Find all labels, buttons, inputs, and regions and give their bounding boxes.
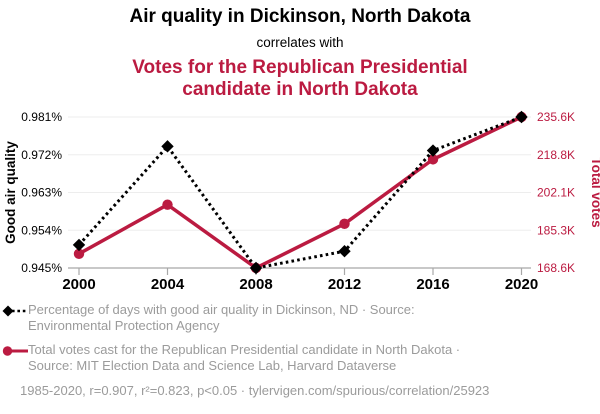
right-axis-tick-label: 185.3K (537, 223, 575, 237)
data-point-circle (427, 154, 439, 165)
right-axis-tick-label: 202.1K (537, 186, 575, 200)
x-axis-tick-label: 2000 (62, 276, 95, 293)
left-axis-tick-label: 0.963% (21, 186, 62, 200)
dual-axis-line-chart: 0.945% 168.6K 0.954% 185.3K 0.963% 202.1K 0.97… (3, 110, 600, 293)
right-axis-tick-label: 168.6K (537, 261, 575, 275)
x-axis-tick-label: 2004 (151, 276, 185, 293)
data-point-diamond (72, 238, 86, 252)
data-point-diamond (338, 245, 351, 258)
legend-label-line1: Percentage of days with good air quality… (28, 302, 415, 317)
legend-label-total-votes: Total votes cast for the Republican Pres… (28, 342, 460, 373)
black-diamond-dotted-line-icon (2, 305, 28, 317)
data-point-circle (339, 218, 350, 230)
right-axis-title: Total votes (589, 157, 600, 227)
chart-title-primary: Air quality in Dickinson, North Dakota (129, 6, 471, 27)
chart-title-connector: correlates with (256, 35, 344, 50)
legend-label-line1: Total votes cast for the Republican Pres… (28, 342, 461, 357)
legend-item-air-quality: Percentage of days with good air quality… (2, 302, 587, 333)
x-axis-tick-label: 2020 (505, 276, 538, 293)
data-point-diamond (515, 110, 528, 124)
data-point-circle (162, 199, 173, 210)
chart-legend: Percentage of days with good air quality… (2, 302, 587, 382)
legend-label-line2: Source: MIT Election Data and Science La… (28, 357, 397, 373)
left-axis-tick-label: 0.981% (21, 110, 62, 124)
percentage-of-days-with-good-a-line (77, 115, 523, 270)
left-axis-tick-label: 0.945% (21, 261, 62, 275)
right-axis-tick-label: 235.6K (537, 110, 575, 124)
left-axis-tick-label: 0.972% (21, 148, 62, 162)
x-axis-tick-label: 2016 (416, 276, 449, 293)
stats-footer: 1985-2020, r=0.907, r²=0.823, p<0.05 · t… (20, 383, 490, 398)
x-axis-tick-label: 2012 (328, 276, 361, 293)
data-point-diamond (249, 261, 263, 275)
legend-label-line2: Environmental Protection Agency (28, 317, 220, 333)
legend-label-air-quality: Percentage of days with good air quality… (28, 302, 415, 333)
right-axis-tick-label: 218.8K (537, 148, 575, 162)
chart-header: Air quality in Dickinson, North Dakota c… (0, 5, 600, 101)
left-axis-tick-label: 0.954% (21, 223, 62, 237)
red-circle-solid-line-icon (2, 346, 28, 356)
chart-title-secondary: Votes for the Republican Presidential ca… (132, 57, 468, 100)
legend-item-total-votes: Total votes cast for the Republican Pres… (2, 342, 587, 373)
data-point-diamond (161, 140, 174, 153)
data-point-circle (73, 248, 85, 260)
x-axis-tick-label: 2008 (239, 276, 272, 293)
data-point-diamond (426, 144, 440, 157)
total-votes-cast-for-the-repub-line (78, 115, 523, 271)
left-axis-title: Good air quality (3, 141, 18, 244)
